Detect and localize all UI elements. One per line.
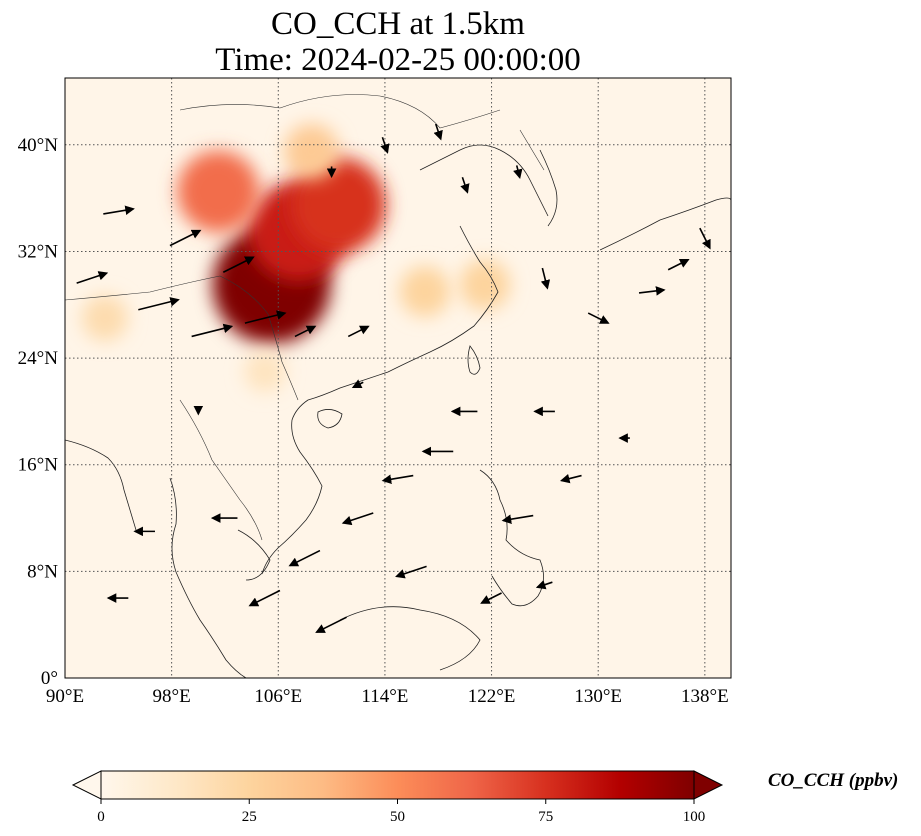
concentration-hotspot xyxy=(177,150,260,233)
concentration-hotspot xyxy=(81,295,128,342)
coast-philippines xyxy=(479,469,544,607)
colorbar-label: CO_CCH (ppbv) xyxy=(768,770,899,791)
colorbar: 0 25 50 75 100 xyxy=(71,770,724,825)
wind-vector xyxy=(587,312,610,324)
wind-vector xyxy=(244,310,287,324)
y-tick-label: 8°N xyxy=(27,561,58,582)
coast-hainan xyxy=(317,409,343,429)
wind-vector xyxy=(351,379,364,388)
wind-vector xyxy=(699,227,711,250)
wind-vectors xyxy=(76,123,711,633)
colorbar-min-extend xyxy=(71,770,102,800)
chart-subtitle-time: Time: 2024-02-25 00:00:00 xyxy=(215,42,581,78)
x-tick-label: 130°E xyxy=(574,686,622,707)
x-tick-label: 98°E xyxy=(153,686,191,707)
wind-vector xyxy=(638,286,666,296)
wind-vector xyxy=(460,177,470,194)
wind-vector xyxy=(76,271,109,284)
wind-vector xyxy=(294,325,317,338)
colorbar-ticks: 0 25 50 75 100 xyxy=(97,799,705,825)
coast-borneo xyxy=(339,606,481,671)
y-tick-label: 0° xyxy=(41,668,58,689)
wind-vector xyxy=(480,592,502,604)
y-axis-ticks: 0° 8°N 16°N 24°N 32°N 40°N xyxy=(18,135,59,689)
colorbar-tick-label: 75 xyxy=(538,809,553,825)
y-tick-label: 24°N xyxy=(18,348,59,369)
wind-vector xyxy=(501,514,534,524)
coast-bay-of-bengal xyxy=(65,439,137,531)
wind-vector xyxy=(315,616,347,633)
concentration-hotspot xyxy=(459,259,511,311)
colorbar-tick-label: 100 xyxy=(683,809,706,825)
wind-vector xyxy=(248,589,281,607)
wind-vector xyxy=(169,229,202,247)
wind-vector xyxy=(395,565,427,579)
concentration-hotspot xyxy=(399,266,451,317)
concentration-hotspot xyxy=(290,157,387,253)
x-axis-ticks: 90°E 98°E 106°E 114°E 122°E 130°E 138°E xyxy=(46,686,729,707)
wind-vector xyxy=(191,323,234,338)
wind-vector xyxy=(341,512,374,526)
concentration-hotspot xyxy=(284,123,340,179)
colorbar-gradient xyxy=(100,770,695,800)
wind-vector xyxy=(540,267,551,290)
y-tick-label: 32°N xyxy=(18,241,59,262)
colorbar-max-extend xyxy=(693,770,724,800)
wind-vector xyxy=(667,259,690,271)
concentration-field xyxy=(81,123,511,393)
border-himalaya xyxy=(65,275,299,401)
border-indochina xyxy=(179,399,263,541)
map-background xyxy=(65,78,731,678)
wind-vector xyxy=(380,137,390,154)
coast-taiwan xyxy=(467,345,481,375)
colorbar-tick-label: 0 xyxy=(97,809,105,825)
coast-malay-peninsula xyxy=(169,477,247,678)
border-mongolia xyxy=(179,94,501,129)
wind-vector xyxy=(288,549,321,567)
x-tick-label: 114°E xyxy=(361,686,408,707)
y-tick-label: 40°N xyxy=(18,135,59,156)
chart-title: CO_CCH at 1.5km xyxy=(271,6,525,42)
wind-vector xyxy=(559,473,582,484)
concentration-hotspot xyxy=(244,350,286,393)
y-tick-label: 16°N xyxy=(18,455,59,476)
coast-bohai-yellow-sea xyxy=(419,144,549,217)
coast-gulf-of-thailand xyxy=(237,529,271,581)
wind-vector xyxy=(347,325,370,338)
coast-korea xyxy=(539,149,558,227)
x-tick-label: 106°E xyxy=(254,686,302,707)
border-korea xyxy=(519,129,545,171)
wind-vector xyxy=(103,205,135,215)
wind-vector xyxy=(433,123,443,141)
x-tick-label: 138°E xyxy=(681,686,729,707)
wind-vector xyxy=(535,580,553,590)
coast-mainland-china-vietnam xyxy=(261,225,499,575)
x-tick-label: 90°E xyxy=(46,686,84,707)
wind-vector xyxy=(222,256,255,273)
coast-japan xyxy=(599,197,731,251)
coastlines xyxy=(65,144,731,678)
map-frame xyxy=(64,77,732,679)
wind-vector xyxy=(381,474,414,484)
wind-vector xyxy=(138,297,180,311)
country-borders xyxy=(65,94,545,541)
colorbar-tick-label: 25 xyxy=(242,809,257,825)
colorbar-tick-label: 50 xyxy=(390,809,405,825)
wind-vector xyxy=(513,165,523,180)
x-tick-label: 122°E xyxy=(468,686,516,707)
